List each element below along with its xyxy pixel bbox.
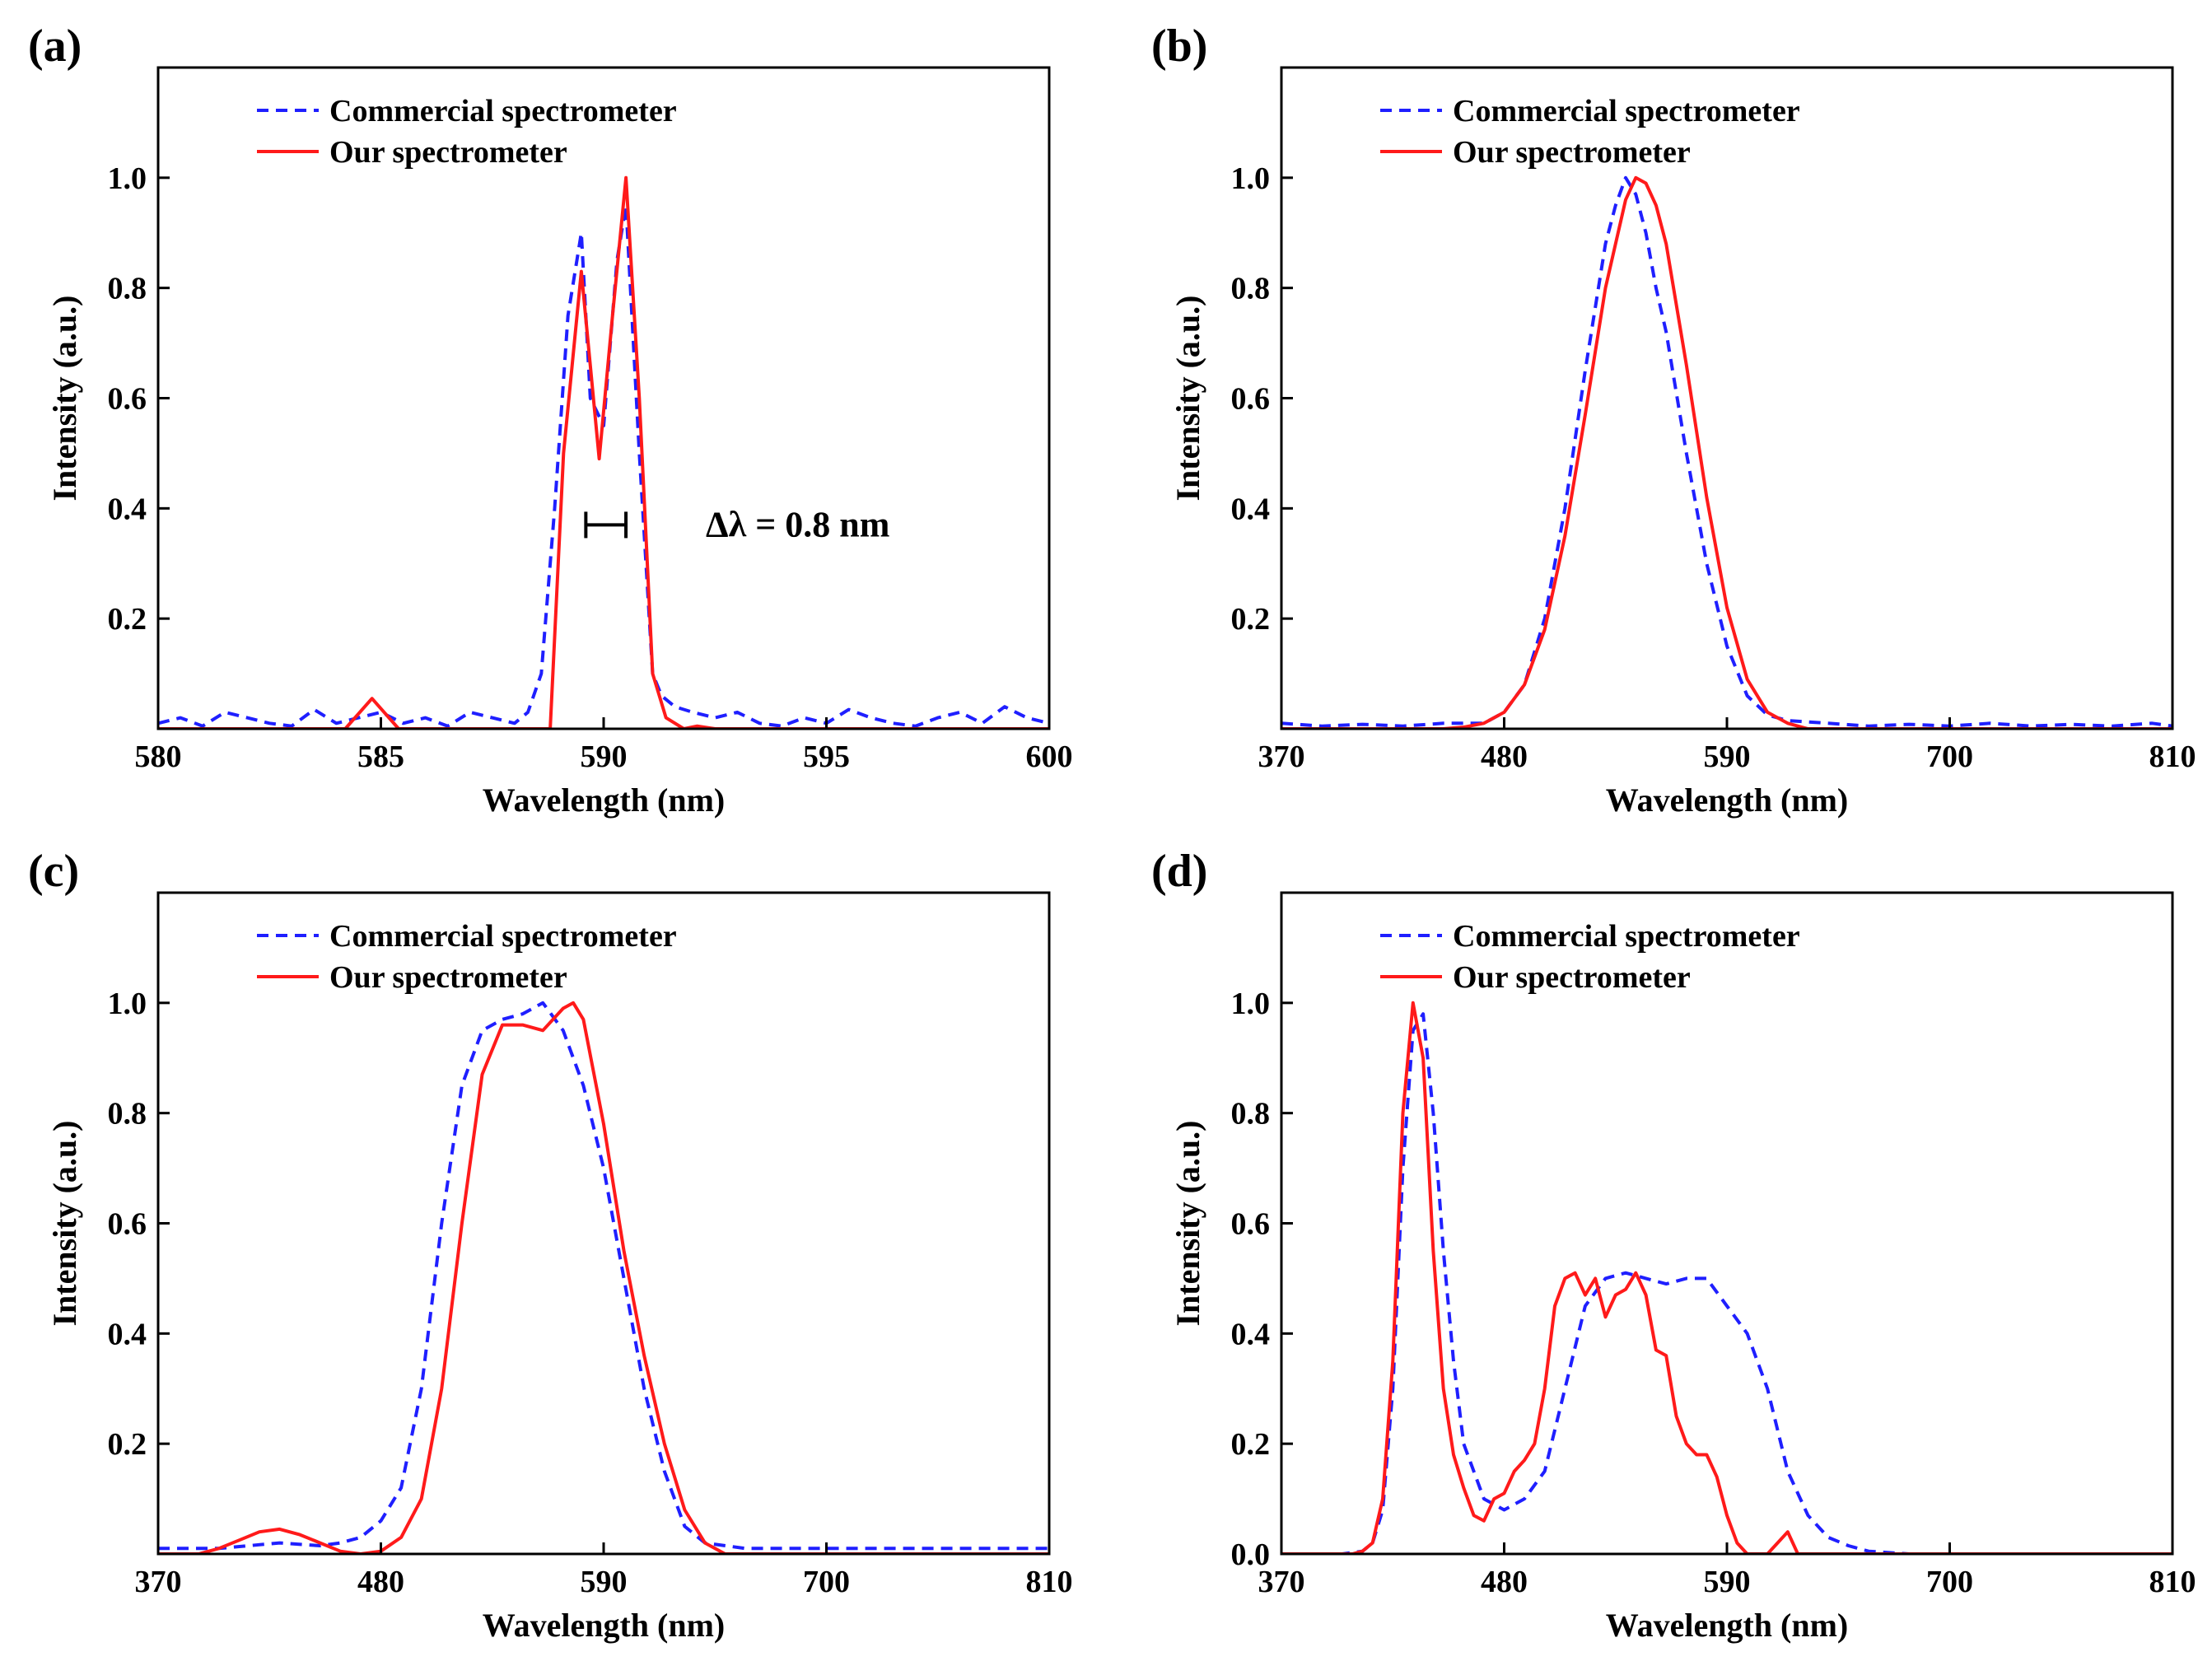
commercial-spectrum-line: [1281, 175, 2172, 728]
x-tick-label: 595: [803, 740, 850, 774]
y-tick-label: 0.6: [108, 1207, 147, 1242]
x-tick-label: 480: [357, 1565, 404, 1599]
x-tick-label: 370: [1258, 1565, 1305, 1599]
chart-panel-2: (b) 370 480 590 700 810 0.2 0.4 0.6 0.8 1.0 Wavelen…: [1151, 21, 2196, 819]
chart-panel-1: (a) 580 585 590 595 600 0.2 0.4 0.6 0.8 1.0 Wavelen…: [28, 21, 1073, 819]
plot-frame: [156, 891, 1051, 1556]
x-tick-label: 590: [581, 1565, 628, 1599]
x-tick-label: 590: [581, 740, 628, 774]
x-tick-label: 580: [135, 740, 182, 774]
x-tick-label: 370: [135, 1565, 182, 1599]
legend-ours-label: Our spectrometer: [1453, 135, 1691, 170]
series-group: [1281, 175, 2172, 729]
y-tick-label: 0.4: [1231, 492, 1271, 526]
y-tick-label: 0.8: [108, 272, 147, 306]
y-tick-label: 0.4: [1231, 1317, 1271, 1351]
y-tick-label: 0.4: [108, 1317, 147, 1351]
series-group: [1281, 1001, 2172, 1554]
y-tick-label: 0.2: [108, 602, 147, 637]
y-tick-label: 0.6: [1231, 382, 1271, 417]
panel-label: (a): [28, 21, 82, 72]
y-axis-title: Intensity (a.u.): [1169, 295, 1206, 501]
x-tick-label: 585: [357, 740, 404, 774]
plot-frame: [1280, 66, 2174, 730]
y-tick-label: 0.4: [108, 492, 147, 526]
x-tick-label: 370: [1258, 740, 1305, 774]
y-tick-label: 0.2: [108, 1427, 147, 1462]
legend-commercial-label: Commercial spectrometer: [329, 919, 677, 954]
x-tick-label: 600: [1026, 740, 1073, 774]
y-axis-title: Intensity (a.u.): [46, 295, 83, 501]
our-spectrum-line: [1281, 175, 2172, 729]
chart-panel-4: (d) 370 480 590 700 810 0.0 0.2 0.4 0.6 0.8 1.0 Wave…: [1151, 846, 2196, 1644]
panel-label: (d): [1151, 846, 1207, 897]
x-tick-label: 810: [2149, 1565, 2196, 1599]
series-group: [158, 175, 1049, 729]
plot-frame: [1280, 891, 2174, 1556]
y-tick-label: 0.8: [1231, 272, 1271, 306]
x-axis-title: Wavelength (nm): [483, 782, 725, 819]
y-tick-label: 0.6: [1231, 1207, 1271, 1242]
panel-label: (b): [1151, 21, 1207, 72]
x-tick-label: 810: [2149, 740, 2196, 774]
y-tick-label: 0.6: [108, 382, 147, 417]
y-tick-label: 1.0: [1231, 161, 1271, 196]
y-tick-label: 1.0: [1231, 987, 1271, 1021]
commercial-spectrum-line: [158, 1001, 1049, 1551]
legend-ours-label: Our spectrometer: [329, 960, 567, 995]
series-group: [158, 1001, 1049, 1554]
x-tick-label: 700: [1926, 740, 1973, 774]
y-tick-label: 0.2: [1231, 602, 1271, 637]
our-spectrum-line: [158, 1001, 1049, 1554]
x-axis-title: Wavelength (nm): [1606, 782, 1848, 819]
commercial-spectrum-line: [1281, 1012, 2172, 1554]
x-axis-title: Wavelength (nm): [1606, 1607, 1848, 1644]
y-axis-title: Intensity (a.u.): [46, 1120, 83, 1326]
commercial-spectrum-line: [158, 203, 1049, 728]
x-tick-label: 700: [1926, 1565, 1973, 1599]
panel-label: (c): [28, 846, 79, 897]
x-tick-label: 700: [803, 1565, 850, 1599]
our-spectrum-line: [158, 175, 1049, 729]
y-tick-label: 0.8: [1231, 1097, 1271, 1131]
y-tick-label: 0.8: [108, 1097, 147, 1131]
x-tick-label: 480: [1481, 740, 1528, 774]
x-tick-label: 810: [1026, 1565, 1073, 1599]
chart-panel-3: (c) 370 480 590 700 810 0.2 0.4 0.6 0.8 1.0 Wavelen…: [28, 846, 1073, 1644]
legend-commercial-label: Commercial spectrometer: [1453, 94, 1800, 128]
legend-ours-label: Our spectrometer: [1453, 960, 1691, 995]
legend-commercial-label: Commercial spectrometer: [1453, 919, 1800, 954]
x-tick-label: 480: [1481, 1565, 1528, 1599]
y-tick-label: 0.0: [1231, 1537, 1271, 1572]
y-tick-label: 0.2: [1231, 1427, 1271, 1462]
legend-commercial-label: Commercial spectrometer: [329, 94, 677, 128]
our-spectrum-line: [1281, 1001, 2172, 1554]
legend-ours-label: Our spectrometer: [329, 135, 567, 170]
x-axis-title: Wavelength (nm): [483, 1607, 725, 1644]
x-tick-label: 590: [1704, 1565, 1751, 1599]
x-tick-label: 590: [1704, 740, 1751, 774]
y-tick-label: 1.0: [108, 161, 147, 196]
resolution-annotation: Δλ = 0.8 nm: [706, 504, 889, 544]
y-axis-title: Intensity (a.u.): [1169, 1120, 1206, 1326]
y-tick-label: 1.0: [108, 987, 147, 1021]
